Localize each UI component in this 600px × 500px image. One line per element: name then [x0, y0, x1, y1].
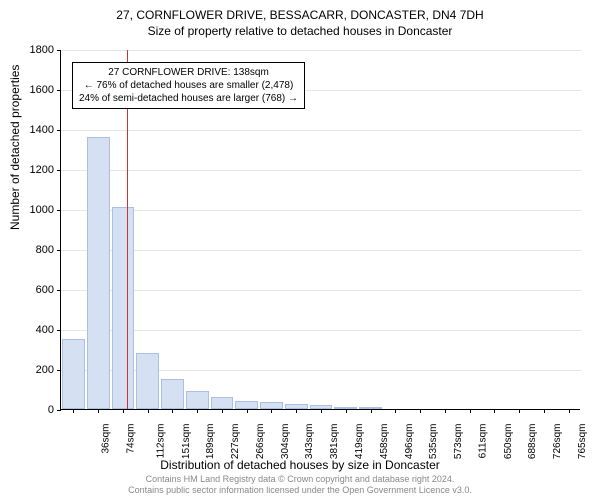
xtick-mark	[470, 409, 471, 413]
ytick-mark	[57, 50, 61, 51]
ytick-label: 1600	[14, 84, 54, 96]
ytick-label: 0	[14, 404, 54, 416]
x-axis-label: Distribution of detached houses by size …	[0, 458, 600, 472]
histogram-bar	[62, 339, 85, 409]
chart-title-block: 27, CORNFLOWER DRIVE, BESSACARR, DONCAST…	[0, 0, 600, 38]
gridline	[61, 210, 581, 211]
xtick-mark	[321, 409, 322, 413]
title-line-1: 27, CORNFLOWER DRIVE, BESSACARR, DONCAST…	[0, 8, 600, 22]
xtick-label: 266sqm	[255, 424, 266, 460]
ytick-label: 600	[14, 284, 54, 296]
histogram-bar	[161, 379, 184, 409]
gridline	[61, 290, 581, 291]
xtick-label: 74sqm	[126, 424, 137, 454]
xtick-mark	[420, 409, 421, 413]
xtick-mark	[519, 409, 520, 413]
xtick-label: 726sqm	[552, 424, 563, 460]
xtick-mark	[569, 409, 570, 413]
ytick-mark	[57, 290, 61, 291]
xtick-label: 650sqm	[503, 424, 514, 460]
histogram-bar	[186, 391, 209, 409]
gridline	[61, 330, 581, 331]
annotation-line-3: 24% of semi-detached houses are larger (…	[79, 92, 298, 105]
xtick-mark	[371, 409, 372, 413]
ytick-label: 1200	[14, 164, 54, 176]
xtick-mark	[271, 409, 272, 413]
ytick-label: 1400	[14, 124, 54, 136]
xtick-label: 765sqm	[577, 424, 588, 460]
title-line-2: Size of property relative to detached ho…	[0, 24, 600, 38]
ytick-mark	[57, 330, 61, 331]
footer-line-2: Contains public sector information licen…	[0, 485, 600, 496]
xtick-mark	[98, 409, 99, 413]
ytick-mark	[57, 90, 61, 91]
xtick-mark	[73, 409, 74, 413]
xtick-mark	[247, 409, 248, 413]
xtick-mark	[445, 409, 446, 413]
xtick-label: 535sqm	[428, 424, 439, 460]
xtick-mark	[494, 409, 495, 413]
xtick-mark	[544, 409, 545, 413]
gridline	[61, 250, 581, 251]
xtick-label: 227sqm	[230, 424, 241, 460]
xtick-mark	[346, 409, 347, 413]
xtick-mark	[222, 409, 223, 413]
histogram-bar	[260, 402, 283, 409]
histogram-bar	[211, 397, 234, 409]
xtick-mark	[148, 409, 149, 413]
ytick-label: 200	[14, 364, 54, 376]
xtick-mark	[197, 409, 198, 413]
ytick-label: 400	[14, 324, 54, 336]
xtick-label: 611sqm	[477, 424, 488, 459]
xtick-label: 419sqm	[354, 424, 365, 460]
ytick-mark	[57, 210, 61, 211]
ytick-mark	[57, 170, 61, 171]
xtick-label: 151sqm	[181, 424, 192, 460]
ytick-label: 1000	[14, 204, 54, 216]
annotation-line-1: 27 CORNFLOWER DRIVE: 138sqm	[79, 66, 298, 79]
xtick-label: 36sqm	[101, 424, 112, 454]
histogram-bar	[136, 353, 159, 409]
xtick-label: 496sqm	[404, 424, 415, 460]
xtick-mark	[296, 409, 297, 413]
ytick-label: 800	[14, 244, 54, 256]
xtick-label: 304sqm	[280, 424, 291, 460]
gridline	[61, 50, 581, 51]
xtick-label: 189sqm	[206, 424, 217, 460]
xtick-label: 688sqm	[527, 424, 538, 460]
footer-line-1: Contains HM Land Registry data © Crown c…	[0, 474, 600, 485]
gridline	[61, 170, 581, 171]
annotation-line-2: ← 76% of detached houses are smaller (2,…	[79, 79, 298, 92]
xtick-label: 458sqm	[379, 424, 390, 460]
xtick-label: 381sqm	[329, 424, 340, 460]
histogram-bar	[235, 401, 258, 409]
annotation-box: 27 CORNFLOWER DRIVE: 138sqm← 76% of deta…	[72, 62, 305, 109]
xtick-label: 573sqm	[453, 424, 464, 460]
xtick-mark	[395, 409, 396, 413]
xtick-mark	[123, 409, 124, 413]
histogram-bar	[87, 137, 110, 409]
xtick-mark	[172, 409, 173, 413]
xtick-label: 112sqm	[155, 424, 166, 459]
histogram-bar	[112, 207, 135, 409]
ytick-mark	[57, 410, 61, 411]
gridline	[61, 130, 581, 131]
ytick-mark	[57, 250, 61, 251]
ytick-mark	[57, 130, 61, 131]
ytick-mark	[57, 370, 61, 371]
footer-attribution: Contains HM Land Registry data © Crown c…	[0, 474, 600, 496]
xtick-label: 343sqm	[305, 424, 316, 460]
ytick-label: 1800	[14, 44, 54, 56]
